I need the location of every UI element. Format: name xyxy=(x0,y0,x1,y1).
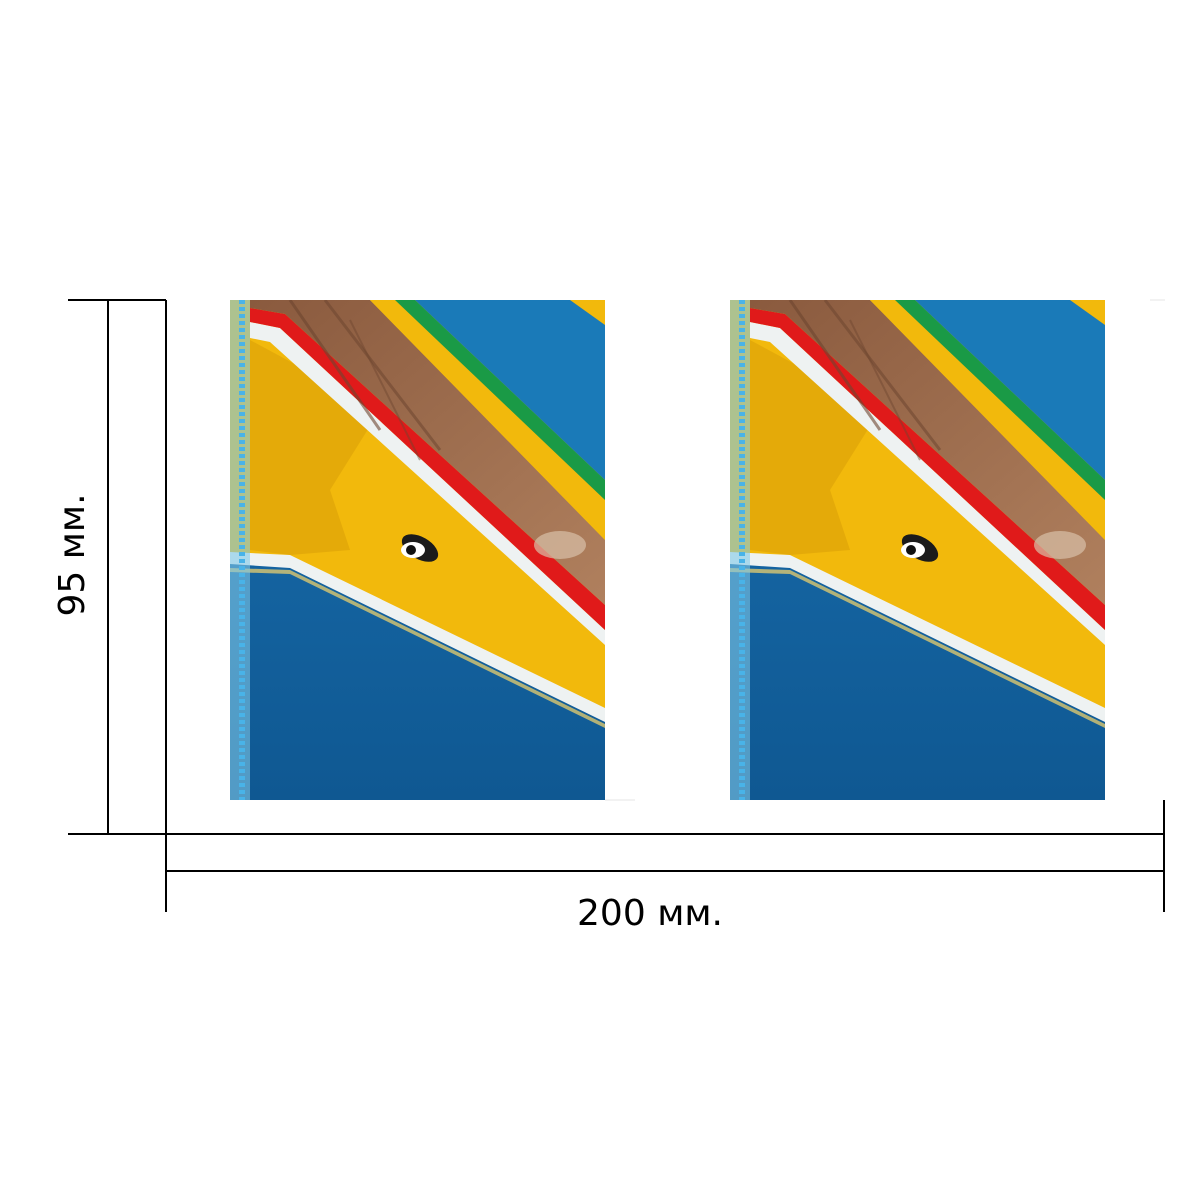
photo-panel-right xyxy=(730,300,1105,800)
width-dimension xyxy=(165,800,1165,912)
height-label: 95 мм. xyxy=(52,493,93,616)
width-label: 200 мм. xyxy=(577,893,723,934)
height-dimension xyxy=(68,299,167,835)
photo-panel-left xyxy=(230,300,605,800)
